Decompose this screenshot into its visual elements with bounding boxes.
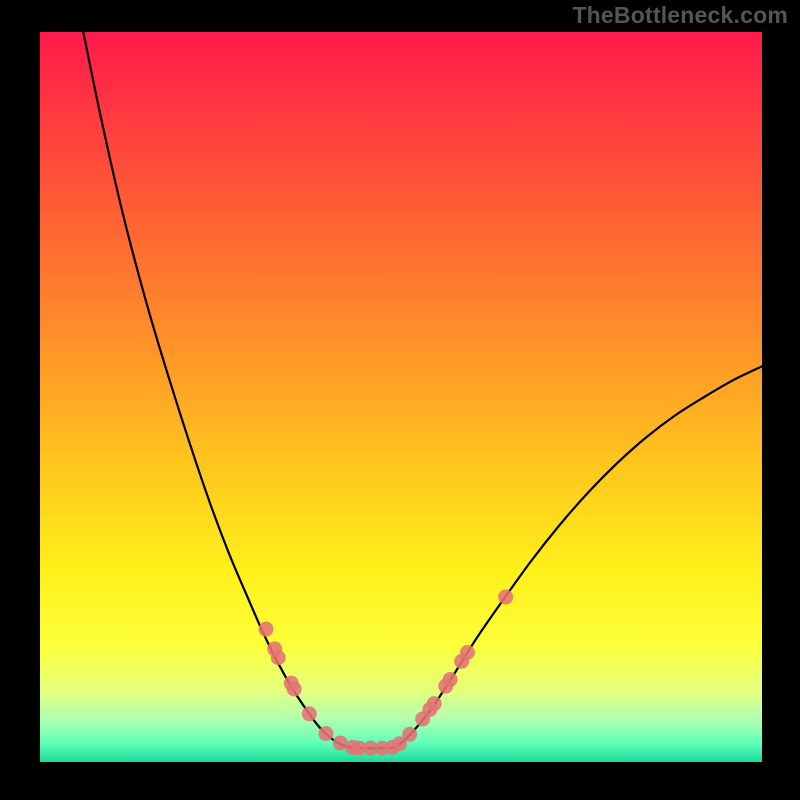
data-marker — [258, 622, 273, 637]
chart-plot-area — [40, 32, 762, 762]
data-marker — [318, 726, 333, 741]
data-marker — [443, 672, 458, 687]
data-marker — [302, 706, 317, 721]
chart-svg — [40, 32, 762, 762]
data-marker — [460, 645, 475, 660]
data-marker — [427, 696, 442, 711]
data-marker — [271, 650, 286, 665]
chart-background — [40, 32, 762, 762]
data-marker — [287, 682, 302, 697]
watermark-text: TheBottleneck.com — [572, 2, 788, 29]
canvas-root: TheBottleneck.com — [0, 0, 800, 800]
data-marker — [402, 727, 417, 742]
data-marker — [498, 590, 513, 605]
